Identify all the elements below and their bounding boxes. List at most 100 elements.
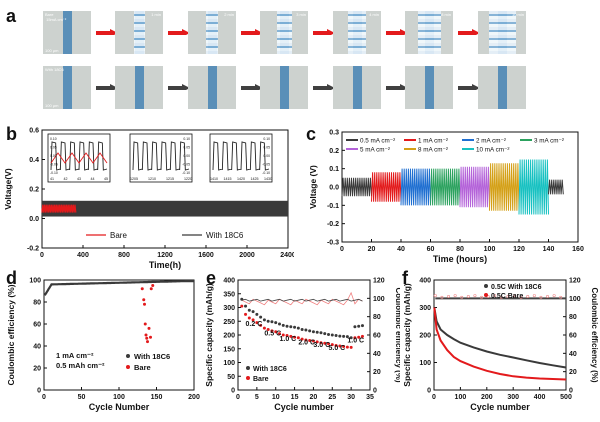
capacity-point-bare	[353, 336, 357, 340]
inset-x-tick-label: 1420	[237, 177, 245, 181]
ce-bare-point	[539, 295, 543, 299]
dendrite-layer	[417, 11, 441, 54]
time-caption: 8 min	[441, 12, 451, 17]
x-tick-label: 35	[366, 394, 374, 401]
micrograph-18c6	[260, 66, 308, 109]
inset-x-tick-label: 44	[91, 177, 95, 181]
y-tick-label: 0.2	[329, 148, 339, 155]
y-tick-label: 0	[37, 388, 41, 395]
capacity-point-18c6	[277, 322, 281, 326]
ce-bare-point	[532, 294, 536, 298]
y-axis-label: Voltage (V)	[308, 165, 318, 209]
x-axis-label: Time (hours)	[433, 254, 487, 264]
x-tick-label: 80	[456, 246, 464, 253]
x-tick-label: 400	[534, 394, 546, 401]
capacity-point-bare	[311, 339, 315, 343]
bare-point	[143, 302, 146, 306]
capacity-point-18c6	[255, 312, 259, 316]
arrow-shaft	[168, 31, 182, 35]
inset-x-tick-label: 41	[50, 177, 54, 181]
y2-tick-label: 80	[569, 314, 577, 321]
legend-bare-dot	[484, 293, 488, 297]
inset-x-tick-label: 1210	[148, 177, 156, 181]
inset-x-tick-label: 1410	[210, 177, 218, 181]
ce-bare-point	[546, 294, 550, 298]
y-tick-label: 200	[223, 333, 235, 340]
bare-point	[140, 287, 144, 291]
ce-bare-point	[499, 295, 503, 299]
ce-bare-point	[473, 294, 477, 298]
series-rate-5	[489, 163, 520, 211]
y2-tick-label: 0	[569, 388, 573, 395]
capacity-point-18c6	[251, 310, 255, 314]
capacity-point-bare	[285, 334, 289, 338]
y2-tick-label: 120	[569, 278, 581, 285]
y-axis-label: Specific capacity (mAh/g)	[402, 283, 412, 387]
inset-y-tick-label: 0.05	[50, 146, 57, 150]
capacity-point-18c6	[349, 336, 353, 340]
capacity-point-bare	[330, 343, 334, 347]
x-tick-label: 400	[77, 252, 89, 259]
legend-bare-dot	[246, 376, 250, 380]
inset-y-tick-label: -0.05	[182, 163, 190, 167]
bare-marker: +	[65, 206, 69, 213]
time-caption: 10 min	[511, 12, 524, 17]
x-tick-label: 60	[427, 246, 435, 253]
x-tick-label: 500	[560, 394, 572, 401]
y2-tick-label: 100	[569, 296, 581, 303]
x-tick-label: 40	[397, 246, 405, 253]
capacity-point-bare	[293, 335, 297, 339]
chart-e-rate-capacity: 0 5 10 15 20 25 30 3505010015020025030035040002…	[204, 278, 400, 413]
scale-bar: 100 μm	[45, 48, 59, 53]
inset-y-tick-label: 0.00	[50, 154, 57, 158]
bare-point	[147, 326, 151, 330]
y-tick-label: 50	[227, 374, 235, 381]
scale-bar: 100 μm	[45, 103, 59, 108]
bare-point	[143, 322, 147, 326]
arrow-shaft	[241, 31, 255, 35]
capacity-point-bare	[323, 341, 327, 345]
y-tick-label: 0.0	[329, 185, 339, 192]
y-tick-label: 100	[223, 360, 235, 367]
legend-label: 10 mA cm⁻²	[476, 147, 509, 154]
y2-tick-label: 20	[569, 369, 577, 376]
series-ce-bare	[241, 291, 363, 306]
capacity-point-18c6	[308, 329, 312, 333]
dendrite-layer	[488, 11, 516, 54]
capacity-point-bare	[296, 336, 300, 340]
capacity-point-bare	[262, 326, 266, 330]
ce-bare-point	[460, 295, 464, 299]
capacity-point-18c6	[247, 308, 251, 312]
inset-y-tick-label: 0.05	[183, 146, 190, 150]
micrograph-18c6: With 18C6 100 μm	[43, 66, 91, 109]
panel-label-e: e	[206, 268, 217, 288]
capacity-point-bare	[244, 312, 248, 316]
y-tick-label: 0.3	[329, 130, 339, 137]
inset-y-tick-label: 0.05	[263, 146, 270, 150]
x-tick-label: 100	[484, 246, 496, 253]
capacity-point-bare	[251, 318, 255, 322]
capacity-point-bare	[247, 316, 251, 320]
panel-label-b: b	[6, 124, 17, 144]
inset-y-tick-label: 0.10	[263, 137, 270, 141]
bare-point	[142, 298, 146, 302]
y-axis-label: Coulombic efficiency (%)	[6, 284, 16, 385]
capacity-point-bare	[270, 329, 274, 333]
x-tick-label: 0	[236, 394, 240, 401]
y2-axis-label: Coulombic efficiency (%)	[394, 287, 400, 382]
capacity-point-18c6	[357, 324, 361, 328]
legend-18c6-label: With 18C6	[253, 366, 287, 373]
y-tick-label: -0.2	[327, 221, 339, 228]
series-rate-4	[459, 166, 490, 208]
x-tick-label: 100	[455, 394, 467, 401]
inset-x-tick-label: 1220	[184, 177, 192, 181]
x-tick-label: 30	[347, 394, 355, 401]
capacity-point-bare	[327, 342, 331, 346]
capacity-point-bare	[349, 345, 353, 349]
capacity-point-18c6	[334, 334, 338, 338]
x-tick-label: 800	[118, 252, 130, 259]
capacity-point-18c6	[319, 331, 323, 335]
chart-f-cycling: 0 100 200 300 400 500010020030040002040608010…	[402, 278, 598, 413]
plot-frame	[43, 279, 195, 391]
ce-bare-point	[519, 295, 523, 299]
